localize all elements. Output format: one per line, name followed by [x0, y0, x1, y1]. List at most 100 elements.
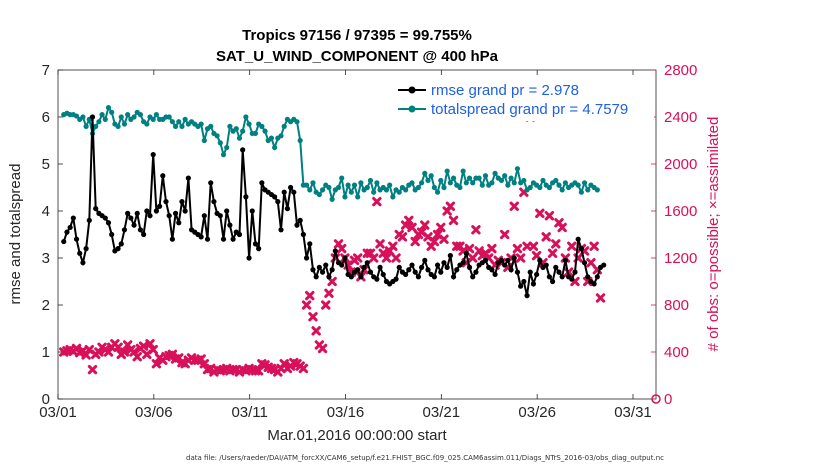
obs-assimilated-point — [448, 215, 459, 226]
spread-point — [364, 184, 370, 191]
rmse-point — [562, 257, 568, 263]
spread-point — [559, 187, 565, 193]
rmse-point — [252, 241, 259, 247]
rmse-point — [217, 213, 223, 219]
rmse-point — [134, 210, 140, 216]
spread-point — [387, 182, 393, 188]
spread-point — [418, 180, 425, 186]
obs-assimilated-point — [308, 312, 318, 322]
rmse-point — [546, 274, 553, 280]
spread-point — [137, 112, 144, 118]
obs-possible-point — [651, 394, 661, 404]
spread-point — [198, 121, 204, 127]
rmse-point — [594, 274, 600, 280]
rmse-point — [121, 227, 128, 233]
spread-point — [335, 184, 342, 191]
spread-point — [351, 182, 358, 188]
obs-assimilated-point — [368, 253, 379, 263]
spread-point — [109, 109, 115, 115]
rmse-point — [556, 269, 562, 275]
obs-assimilated-point — [324, 288, 334, 298]
spread-point — [80, 114, 86, 120]
spread-point — [272, 144, 278, 151]
rmse-point — [409, 262, 415, 268]
rmse-point — [291, 189, 297, 195]
rmse-point — [572, 269, 578, 275]
spread-point — [540, 177, 546, 184]
rmse-point — [297, 217, 303, 223]
rmse-point — [505, 257, 511, 263]
rmse-point — [240, 147, 246, 153]
spread-point — [345, 182, 351, 188]
obs-assimilated-point — [317, 343, 328, 354]
obs-assimilated-point — [557, 222, 567, 233]
obs-assimilated-point — [509, 201, 519, 211]
rmse-point — [259, 180, 265, 186]
rmse-point — [511, 255, 517, 261]
rmse-point — [470, 274, 476, 280]
spread-point — [259, 123, 265, 129]
obs-assimilated-point — [407, 222, 417, 233]
x-tick-label: 03/01 — [39, 404, 77, 421]
spread-point — [153, 112, 160, 118]
rmse-point — [447, 253, 453, 259]
obs-assimilated-point — [528, 241, 539, 251]
spread-point — [470, 180, 476, 186]
spread-point — [355, 194, 361, 200]
spread-point — [233, 126, 239, 132]
spread-point — [166, 114, 172, 120]
rmse-point — [326, 274, 332, 280]
rmse-point — [466, 264, 473, 270]
spread-point — [390, 194, 396, 200]
rmse-point — [534, 271, 540, 278]
chart-title-line2: SAT_U_WIND_COMPONENT @ 400 hPa — [216, 48, 499, 65]
rmse-point — [415, 274, 422, 280]
obs-assimilated-point — [445, 201, 456, 211]
spread-point — [319, 187, 326, 193]
x-tick-label: 03/11 — [231, 404, 267, 421]
rmse-point — [585, 274, 591, 280]
spread-point — [262, 128, 268, 134]
rmse-point — [70, 215, 76, 221]
spread-point — [489, 180, 495, 186]
y-left-tick-label: 1 — [42, 344, 50, 361]
obs-assimilated-point — [375, 239, 385, 249]
rmse-point — [67, 224, 73, 231]
rmse-point — [329, 267, 335, 273]
rmse-point — [169, 236, 175, 242]
rmse-point — [105, 220, 112, 226]
rmse-point — [332, 248, 338, 254]
spread-point — [594, 187, 600, 193]
rmse-point — [176, 220, 182, 226]
obs-assimilated-point — [567, 241, 577, 251]
legend-spread-label: totalspread grand pr = 4.7579 — [431, 101, 628, 118]
spread-point — [457, 184, 463, 191]
spread-point — [214, 133, 220, 139]
spread-point — [371, 189, 377, 195]
spread-point — [105, 105, 112, 111]
rmse-point — [220, 236, 227, 242]
rmse-point — [473, 269, 479, 275]
obs-assimilated-point — [410, 236, 420, 247]
rmse-point — [89, 114, 96, 120]
spread-point — [294, 119, 300, 125]
obs-assimilated-point — [352, 253, 363, 263]
obs-assimilated-point — [397, 232, 408, 242]
rmse-point — [201, 213, 207, 219]
rmse-point — [102, 215, 108, 221]
obs-assimilated-point — [119, 347, 130, 357]
spread-point — [125, 112, 131, 118]
obs-assimilated-point — [551, 239, 561, 249]
spread-point — [220, 152, 227, 158]
x-tick-label: 03/26 — [518, 404, 556, 421]
obs-assimilated-point — [372, 196, 382, 207]
rmse-point — [224, 208, 230, 214]
spread-point — [476, 175, 482, 181]
y-left-tick-label: 5 — [42, 156, 50, 173]
y-right-tick-label: 2800 — [664, 62, 697, 79]
spread-point — [83, 123, 89, 129]
rmse-point — [543, 262, 549, 268]
series-layer — [59, 105, 661, 404]
y-left-tick-label: 4 — [42, 203, 50, 220]
obs-assimilated-point — [404, 215, 414, 226]
